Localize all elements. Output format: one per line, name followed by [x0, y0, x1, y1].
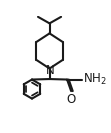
- Text: O: O: [67, 93, 76, 106]
- Text: NH$_2$: NH$_2$: [83, 72, 107, 87]
- Text: N: N: [46, 64, 54, 77]
